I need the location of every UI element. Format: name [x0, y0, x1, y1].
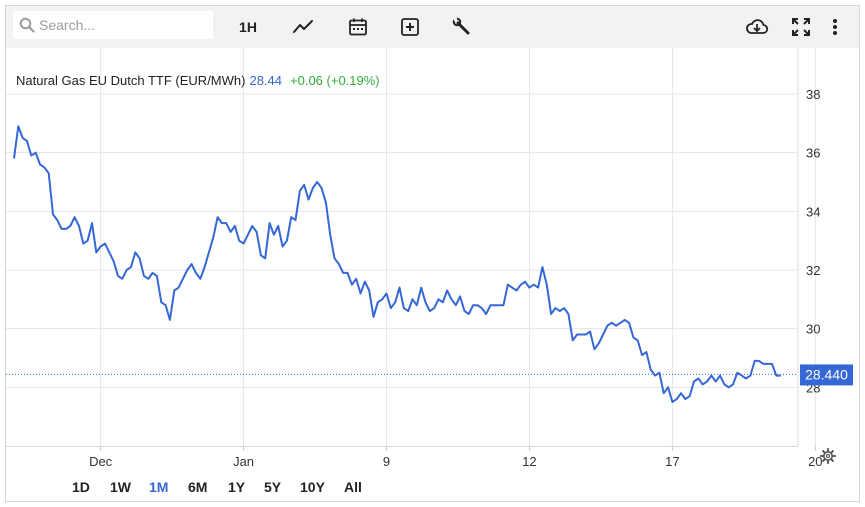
- interval-button[interactable]: 1H: [239, 19, 257, 35]
- range-button-1m[interactable]: 1M: [149, 479, 169, 495]
- add-indicator-icon[interactable]: [398, 15, 422, 39]
- search-box[interactable]: [13, 11, 213, 39]
- line-chart-icon[interactable]: [290, 15, 316, 39]
- toolbar: 1H: [6, 6, 859, 48]
- last-price-tag: [800, 364, 853, 386]
- range-button-1w[interactable]: 1W: [110, 479, 131, 495]
- last-price-tag-label: 28.440: [805, 366, 848, 382]
- x-tick-label: Jan: [233, 454, 254, 469]
- settings-icon[interactable]: [820, 448, 836, 464]
- y-tick-label: 30: [806, 322, 820, 337]
- x-tick-label: 12: [522, 454, 536, 469]
- x-tick-label: 9: [383, 454, 390, 469]
- series: [13, 125, 781, 403]
- price-tag-layer: 28.440: [6, 364, 853, 386]
- chart-legend: Natural Gas EU Dutch TTF (EUR/MWh) 28.44 +…: [16, 73, 380, 88]
- chart-area[interactable]: 28 30 32 34 36 38 Dec Jan 9 12 17 20 28.440 Natural…: [6, 48, 859, 470]
- x-tick-label: 20: [808, 454, 822, 469]
- range-selector: 1D 1W 1M 6M 1Y 5Y 10Y All: [6, 470, 859, 500]
- range-button-1y[interactable]: 1Y: [228, 479, 246, 495]
- x-tick-label: 17: [665, 454, 679, 469]
- range-button-all[interactable]: All: [344, 479, 362, 495]
- search-input[interactable]: [39, 17, 209, 33]
- y-tick-label: 34: [806, 204, 820, 219]
- fullscreen-icon[interactable]: [789, 15, 813, 39]
- x-tick-label: Dec: [89, 454, 113, 469]
- grid: [6, 48, 816, 446]
- range-button-5y[interactable]: 5Y: [264, 479, 282, 495]
- y-tick-label: 32: [806, 263, 820, 278]
- cloud-download-icon[interactable]: [743, 15, 771, 39]
- price-change: +0.06 (+0.19%): [290, 73, 380, 88]
- range-button-1d[interactable]: 1D: [72, 479, 90, 495]
- wrench-icon[interactable]: [450, 15, 474, 39]
- last-price: 28.44: [249, 73, 283, 88]
- y-tick-label: 38: [806, 87, 820, 102]
- more-vertical-icon[interactable]: [828, 15, 842, 39]
- search-icon: [19, 17, 35, 33]
- y-tick-label: 36: [806, 146, 820, 161]
- instrument-name: Natural Gas EU Dutch TTF (EUR/MWh): [16, 73, 246, 88]
- range-button-10y[interactable]: 10Y: [300, 479, 325, 495]
- calendar-icon[interactable]: [346, 15, 370, 39]
- series-line: [13, 125, 781, 403]
- range-button-6m[interactable]: 6M: [188, 479, 208, 495]
